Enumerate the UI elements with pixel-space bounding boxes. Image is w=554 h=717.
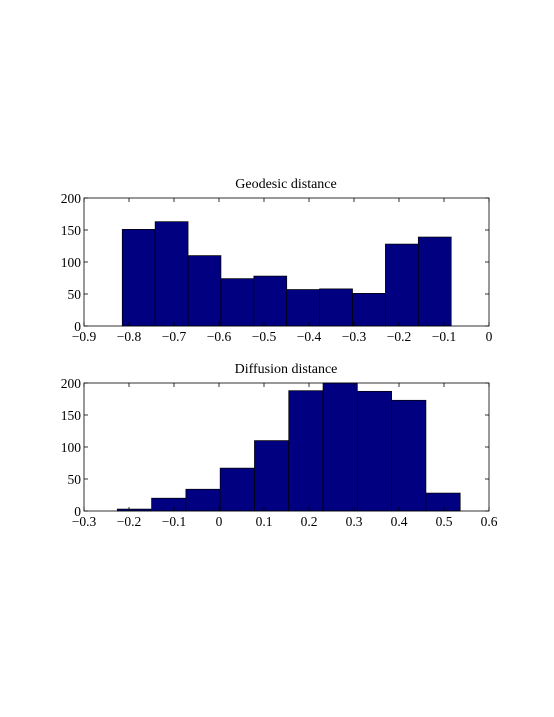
diffusion-x-tick-label: 0.1 (256, 514, 273, 529)
diffusion-bar (185, 488, 221, 512)
diffusion-bar (219, 467, 255, 512)
diffusion-x-tick-label: 0 (216, 514, 223, 529)
geodesic-y-tick-label: 150 (61, 223, 82, 238)
diffusion-bars (116, 382, 461, 512)
geodesic-y-tick-label: 50 (68, 287, 82, 302)
diffusion-x-tick-label: 0.3 (346, 514, 363, 529)
diffusion-x-tick-label: 0.6 (481, 514, 498, 529)
diffusion-x-tick-label: −0.3 (72, 514, 97, 529)
geodesic-bar (154, 221, 189, 327)
diffusion-y-tick-label: 50 (68, 472, 82, 487)
diffusion-bar (356, 390, 392, 512)
diffusion-bar (151, 497, 187, 512)
diffusion-bar (254, 440, 290, 512)
geodesic-bars (121, 221, 452, 327)
geodesic-x-tick-label: −0.2 (387, 329, 412, 344)
geodesic-bar (417, 236, 452, 327)
diffusion-y-tick-label: 200 (61, 376, 82, 391)
diffusion-bar (391, 399, 427, 512)
geodesic-x-tick-label: −0.5 (252, 329, 277, 344)
diffusion-y-tick-label: 0 (74, 504, 81, 519)
geodesic-x-tick-label: −0.3 (342, 329, 367, 344)
diffusion-ticks: −0.3 −0.2 −0.1 0 0.1 0.2 0.3 0.4 0.5 0.6 0 50 100 150… (61, 376, 498, 529)
geodesic-bar (220, 278, 255, 327)
diffusion-x-tick-label: −0.2 (117, 514, 142, 529)
geodesic-bar (385, 243, 419, 327)
diffusion-title: Diffusion distance (235, 362, 338, 377)
geodesic-x-tick-label: −0.7 (162, 329, 187, 344)
geodesic-y-tick-label: 100 (61, 255, 82, 270)
geodesic-bar (286, 289, 320, 327)
geodesic-x-tick-label: −0.8 (117, 329, 142, 344)
diffusion-bar (322, 382, 358, 512)
geodesic-ticks: −0.9 −0.8 −0.7 −0.6 −0.5 −0.4 −0.3 −0.2 −0.1 0 0 50… (61, 191, 493, 344)
geodesic-bar (319, 288, 353, 327)
geodesic-y-tick-label: 0 (74, 319, 81, 334)
geodesic-bar (187, 255, 222, 327)
diffusion-x-tick-label: 0.4 (391, 514, 408, 529)
diffusion-x-tick-label: 0.2 (301, 514, 318, 529)
diffusion-histogram-panel: Diffusion distance −0.3 −0.2 −0.1 0 0.1 0.2 0.… (61, 362, 498, 529)
geodesic-x-tick-label: −0.1 (432, 329, 457, 344)
diffusion-x-tick-label: −0.1 (162, 514, 187, 529)
geodesic-x-tick-label: −0.9 (72, 329, 97, 344)
diffusion-x-tick-label: 0.5 (436, 514, 453, 529)
diffusion-bar (288, 390, 324, 512)
diffusion-bar (425, 492, 461, 512)
geodesic-histogram-panel: Geodesic distance −0.9 −0.8 −0.7 −0.6 −0.5 −0… (61, 177, 493, 344)
geodesic-bar (121, 229, 156, 327)
geodesic-y-tick-label: 200 (61, 191, 82, 206)
diffusion-y-tick-label: 150 (61, 408, 82, 423)
geodesic-x-tick-label: 0 (486, 329, 493, 344)
diffusion-y-tick-label: 100 (61, 440, 82, 455)
geodesic-x-tick-label: −0.6 (207, 329, 232, 344)
geodesic-x-tick-label: −0.4 (297, 329, 322, 344)
geodesic-bar (352, 293, 386, 327)
geodesic-bar (253, 275, 288, 327)
geodesic-title: Geodesic distance (235, 177, 336, 192)
